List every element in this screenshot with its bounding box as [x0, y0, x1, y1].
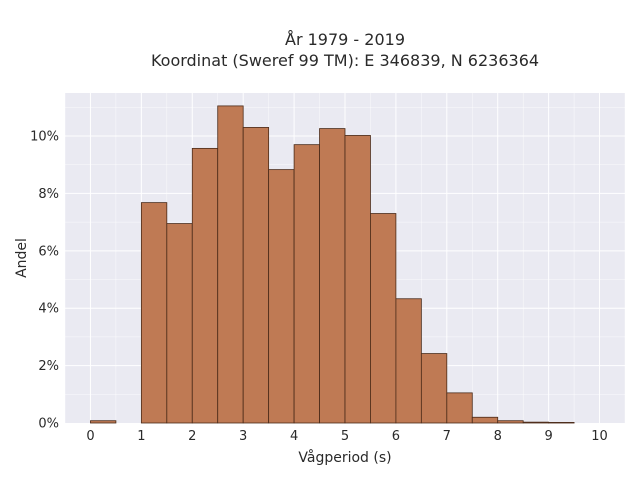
x-tick-label: 0	[86, 429, 94, 444]
histogram-bar	[370, 213, 397, 424]
histogram-bar	[166, 223, 193, 424]
histogram-bar	[319, 128, 346, 424]
histogram-bar	[548, 422, 575, 424]
x-tick-label: 7	[443, 429, 451, 444]
histogram-bar	[293, 144, 320, 424]
histogram-bar	[191, 147, 219, 424]
histogram-bar	[420, 353, 448, 424]
histogram-bar	[90, 420, 117, 424]
x-tick-label: 6	[392, 429, 400, 444]
x-tick-labels: 0 1 2 3 4 5 6 7 8 9 10	[86, 429, 608, 444]
histogram-bar	[446, 392, 473, 424]
chart-title-line-1: År 1979 - 2019	[285, 30, 405, 49]
x-tick-label: 2	[188, 429, 196, 444]
bars	[90, 105, 575, 424]
y-axis-label: Andel	[14, 238, 30, 278]
x-tick-label: 10	[591, 429, 608, 444]
x-tick-label: 4	[290, 429, 298, 444]
x-tick-label: 3	[239, 429, 247, 444]
y-tick-label: 10%	[30, 130, 59, 145]
y-tick-label: 4%	[38, 302, 59, 317]
histogram-bar	[395, 298, 422, 424]
y-tick-label: 8%	[38, 187, 59, 202]
histogram-bar	[217, 105, 244, 424]
x-tick-label: 5	[341, 429, 349, 444]
histogram-bar	[242, 127, 270, 424]
histogram-bar	[140, 202, 168, 424]
histogram-bar	[497, 420, 524, 424]
chart-title-line-2: Koordinat (Sweref 99 TM): E 346839, N 62…	[151, 51, 539, 70]
histogram-bar	[471, 416, 499, 424]
histogram-bar	[522, 421, 550, 424]
histogram-bar	[344, 135, 371, 424]
x-tick-label: 9	[544, 429, 552, 444]
histogram-bar	[268, 169, 295, 424]
y-tick-labels: 0% 2% 4% 6% 8% 10%	[30, 130, 59, 432]
x-tick-label: 1	[137, 429, 145, 444]
y-tick-label: 0%	[38, 417, 59, 432]
x-tick-label: 8	[494, 429, 502, 444]
y-tick-label: 2%	[38, 359, 59, 374]
y-tick-label: 6%	[38, 244, 59, 259]
x-axis-label: Vågperiod (s)	[298, 449, 391, 466]
